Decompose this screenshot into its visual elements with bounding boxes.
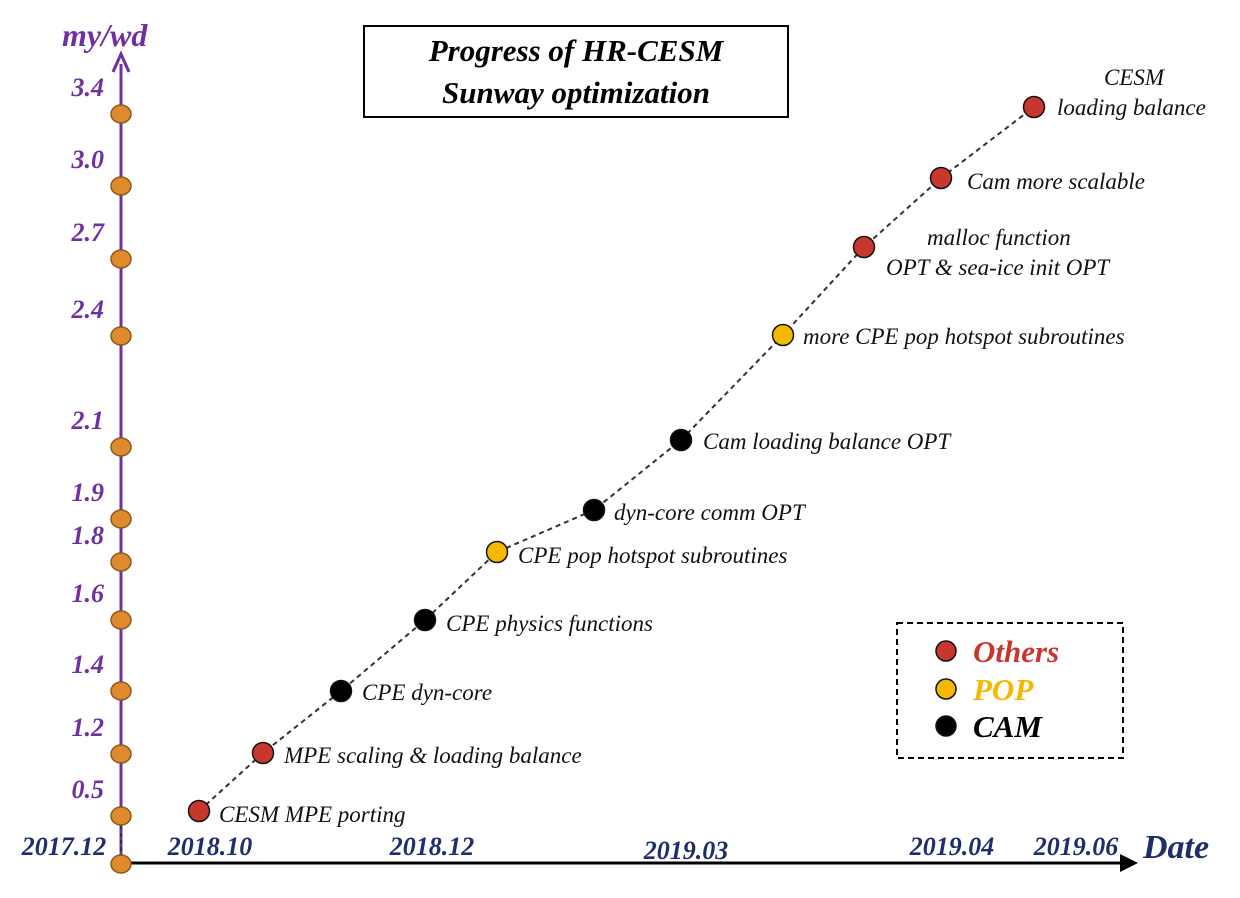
progress-series: CESM MPE porting MPE scaling & loading ba… (187, 65, 1206, 827)
legend-marker (935, 678, 957, 700)
y-tick-dot (110, 437, 132, 457)
point-annotation: dyn-core comm OPT (614, 500, 807, 525)
legend-label: POP (972, 672, 1034, 707)
legend-label: Others (973, 634, 1059, 669)
title-box (363, 25, 789, 118)
x-tick-label: 2019.03 (643, 836, 729, 865)
y-tick-dot (110, 326, 132, 346)
y-tick-label: 1.8 (72, 521, 105, 550)
legend-box (896, 622, 1124, 759)
point-annotation: MPE scaling & loading balance (283, 743, 582, 768)
x-tick-label: 2018.12 (389, 832, 475, 861)
y-tick-dot (110, 249, 132, 269)
data-point (669, 428, 693, 452)
point-annotation: CESM (1104, 65, 1166, 90)
y-tick-dot (110, 806, 132, 826)
data-point (329, 679, 353, 703)
y-tick-dot (110, 744, 132, 764)
chart-title-line-2: Sunway optimization (442, 75, 710, 110)
y-tick-label: 1.9 (72, 478, 105, 507)
y-axis-label: my/wd (62, 17, 148, 53)
x-tick-label: 2018.10 (167, 832, 253, 861)
point-annotation: Cam loading balance OPT (703, 429, 952, 454)
y-axis-arrow (111, 50, 131, 73)
y-tick-label: 1.4 (72, 650, 105, 679)
y-tick-label: 3.0 (71, 145, 105, 174)
y-tick-label: 2.1 (71, 406, 105, 435)
y-ticks: 0.5 1.2 1.4 1.6 1.8 1.9 2.1 2.4 2.7 3.0 3.4 (71, 73, 132, 874)
legend-marker (935, 715, 957, 737)
y-tick-dot (110, 104, 132, 124)
point-annotation: CESM MPE porting (219, 802, 406, 827)
x-ticks: 2017.12 2018.10 2018.12 2019.03 2019.04 2019.… (21, 832, 1119, 865)
data-point (413, 608, 437, 632)
series-line (198, 106, 1035, 812)
y-tick-label: 3.4 (71, 73, 105, 102)
y-tick-label: 1.2 (72, 713, 105, 742)
point-annotation: OPT & sea-ice init OPT (886, 255, 1111, 280)
y-tick-label: 2.4 (71, 295, 105, 324)
data-point (582, 498, 606, 522)
point-annotation: malloc function (927, 225, 1071, 250)
data-point (485, 540, 509, 564)
x-tick-label: 2019.04 (909, 832, 995, 861)
legend-label: CAM (973, 709, 1043, 744)
y-tick-dot (110, 681, 132, 701)
point-annotation: more CPE pop hotspot subroutines (803, 324, 1125, 349)
data-point (929, 166, 953, 190)
x-tick-label: 2019.06 (1033, 832, 1119, 861)
x-axis-label: Date (1142, 829, 1209, 866)
y-tick-label: 0.5 (72, 775, 105, 804)
y-tick-dot (110, 509, 132, 529)
y-tick-dot (110, 176, 132, 196)
point-annotation: CPE physics functions (446, 611, 653, 636)
origin-dot (110, 854, 132, 874)
x-tick-label: 2017.12 (21, 832, 107, 861)
legend-marker (935, 640, 957, 662)
y-tick-label: 1.6 (72, 579, 105, 608)
x-axis-arrow (1120, 854, 1138, 872)
data-point (852, 235, 876, 259)
point-annotation: CPE dyn-core (362, 680, 492, 705)
chart-title-line-1: Progress of HR-CESM (428, 33, 725, 68)
point-annotation: Cam more scalable (967, 169, 1145, 194)
y-tick-dot (110, 610, 132, 630)
data-point (187, 799, 211, 823)
y-tick-label: 2.7 (71, 218, 106, 247)
point-annotation: loading balance (1057, 95, 1206, 120)
data-point (251, 741, 275, 765)
point-annotation: CPE pop hotspot subroutines (518, 543, 787, 568)
y-tick-dot (110, 552, 132, 572)
data-point (771, 323, 795, 347)
data-point (1022, 95, 1046, 119)
